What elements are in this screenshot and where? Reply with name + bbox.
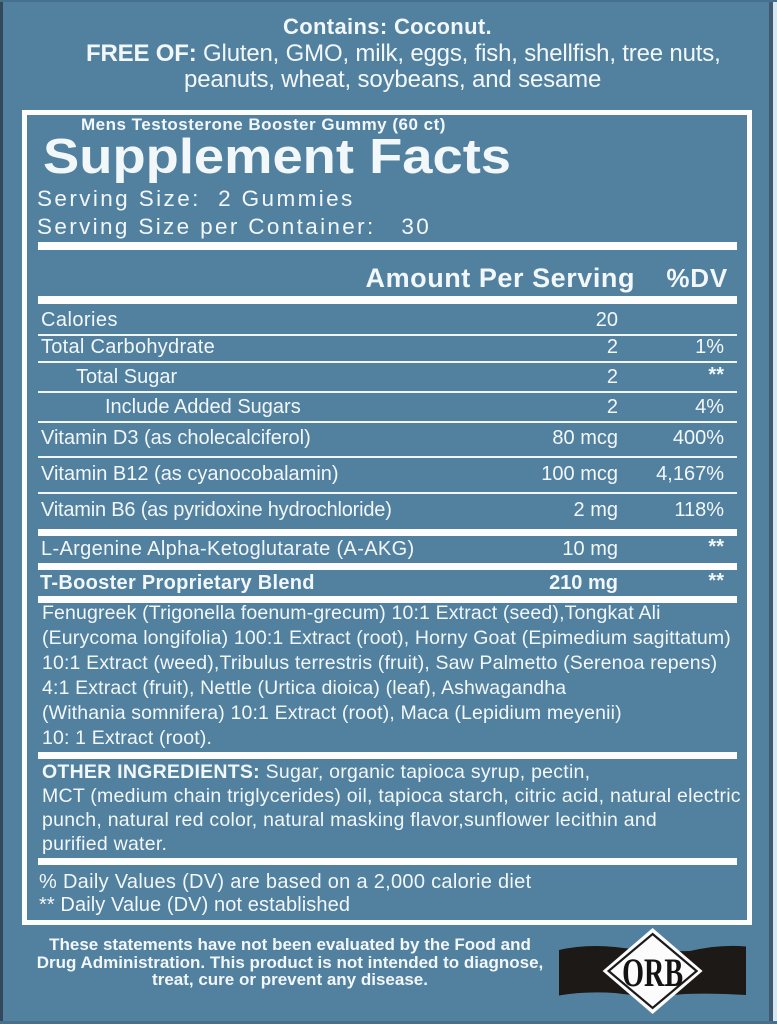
svg-text:ORB: ORB	[622, 950, 683, 995]
